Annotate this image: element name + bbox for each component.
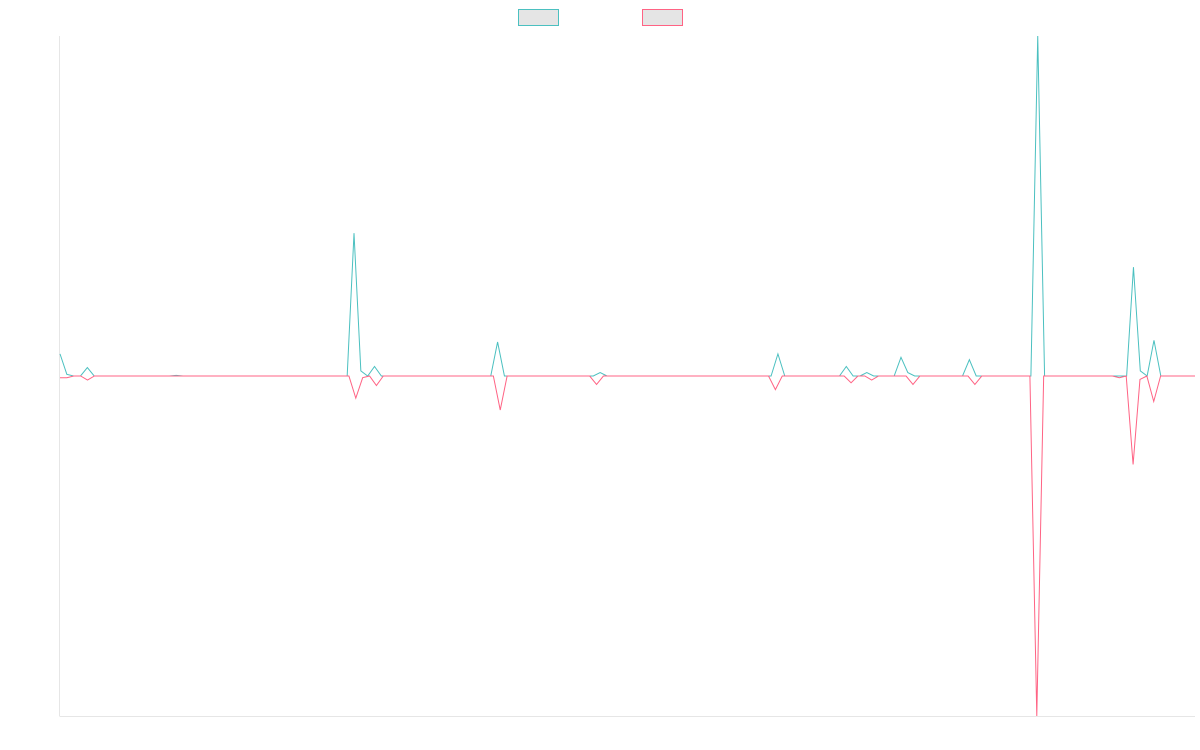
legend-swatch-1[interactable] [518, 9, 559, 26]
legend [518, 9, 683, 26]
axes [59, 36, 1195, 717]
series-line-2 [60, 375, 1195, 717]
legend-swatch-2[interactable] [642, 9, 683, 26]
series-layer [59, 35, 1195, 717]
series-line-1 [59, 35, 1195, 377]
